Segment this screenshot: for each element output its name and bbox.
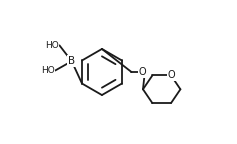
Text: B: B bbox=[68, 56, 75, 66]
Text: HO: HO bbox=[41, 66, 55, 75]
Text: O: O bbox=[167, 71, 175, 80]
Text: O: O bbox=[138, 67, 146, 77]
Text: HO: HO bbox=[45, 41, 59, 50]
